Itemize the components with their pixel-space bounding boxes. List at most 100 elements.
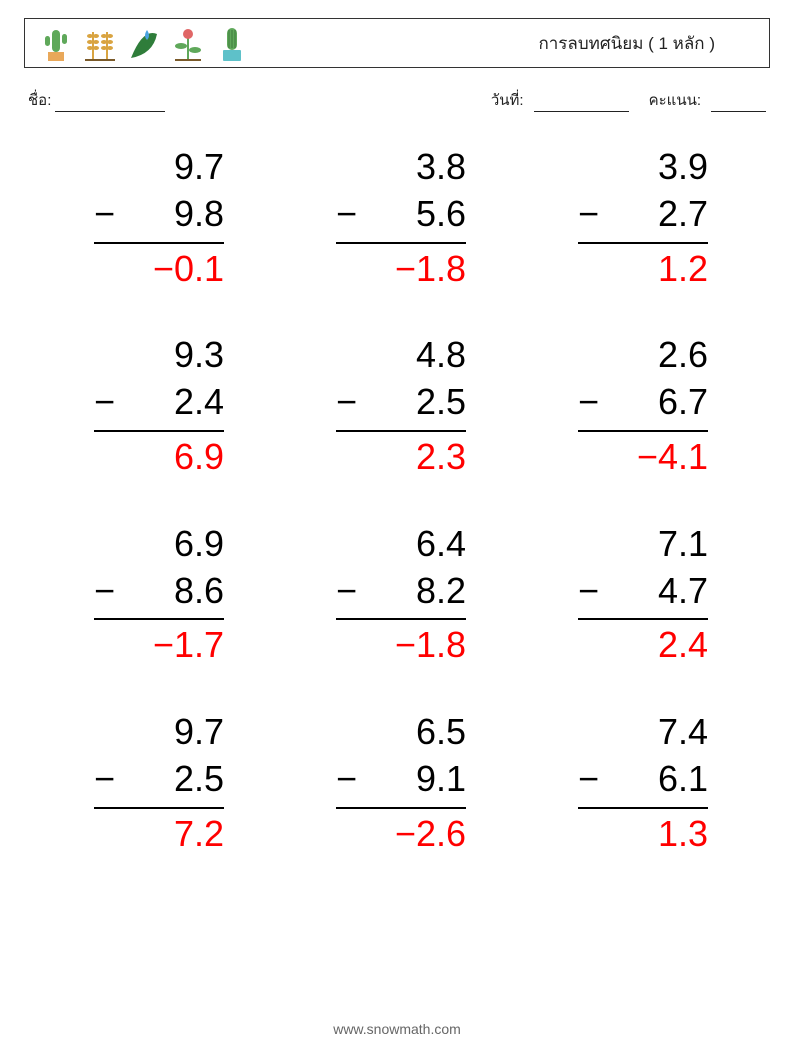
- problem: 9.7−2.5 7.2: [64, 709, 246, 857]
- subtrahend: 4.7: [606, 568, 708, 615]
- leaf-drop-icon: [127, 24, 161, 62]
- minus-sign: −: [578, 191, 606, 238]
- minus-sign: −: [94, 191, 122, 238]
- rule-line: [578, 430, 708, 432]
- minuend: 7.4: [598, 709, 708, 756]
- problem: 9.3−2.4 6.9: [64, 332, 246, 480]
- answer: −4.1: [578, 434, 708, 481]
- problem: 7.4−6.1 1.3: [548, 709, 730, 857]
- minuend: 4.8: [356, 332, 466, 379]
- minuend: 2.6: [598, 332, 708, 379]
- rule-line: [94, 618, 224, 620]
- subtrahend: 8.6: [122, 568, 224, 615]
- cactus-striped-icon: [215, 24, 249, 62]
- name-label: ชื่อ:: [28, 88, 51, 112]
- minus-sign: −: [94, 379, 122, 426]
- rule-line: [578, 618, 708, 620]
- date-blank[interactable]: [534, 95, 629, 112]
- rule-line: [336, 618, 466, 620]
- minuend: 3.8: [356, 144, 466, 191]
- problem: 9.7−9.8 −0.1: [64, 144, 246, 292]
- problem: 6.4−8.2 −1.8: [306, 521, 488, 669]
- minus-sign: −: [336, 568, 364, 615]
- subtrahend-row: −8.2: [336, 568, 466, 615]
- answer: −2.6: [336, 811, 466, 858]
- wheat-icon: [83, 24, 117, 62]
- subtrahend-row: −4.7: [578, 568, 708, 615]
- subtrahend-row: −5.6: [336, 191, 466, 238]
- answer: 6.9: [94, 434, 224, 481]
- minus-sign: −: [94, 568, 122, 615]
- minuend: 6.4: [356, 521, 466, 568]
- subtrahend: 9.8: [122, 191, 224, 238]
- rule-line: [578, 242, 708, 244]
- rule-line: [578, 807, 708, 809]
- problem: 2.6−6.7 −4.1: [548, 332, 730, 480]
- problem: 7.1−4.7 2.4: [548, 521, 730, 669]
- date-label: วันที่:: [491, 88, 524, 112]
- score-label: คะแนน:: [649, 88, 701, 112]
- worksheet-title: การลบทศนิยม ( 1 หลัก ): [538, 30, 755, 57]
- problem: 3.8−5.6 −1.8: [306, 144, 488, 292]
- answer: −1.7: [94, 622, 224, 669]
- answer: −0.1: [94, 246, 224, 293]
- rule-line: [336, 807, 466, 809]
- minuend: 3.9: [598, 144, 708, 191]
- sprout-icon: [171, 24, 205, 62]
- cactus-pot-icon: [39, 24, 73, 62]
- minus-sign: −: [94, 756, 122, 803]
- answer: −1.8: [336, 622, 466, 669]
- minus-sign: −: [578, 379, 606, 426]
- minus-sign: −: [578, 568, 606, 615]
- subtrahend-row: −6.1: [578, 756, 708, 803]
- footer-url: www.snowmath.com: [0, 1021, 794, 1037]
- problem: 4.8−2.5 2.3: [306, 332, 488, 480]
- answer: 2.4: [578, 622, 708, 669]
- score-blank[interactable]: [711, 95, 766, 112]
- subtrahend-row: −2.5: [94, 756, 224, 803]
- minus-sign: −: [336, 756, 364, 803]
- problem: 6.9−8.6 −1.7: [64, 521, 246, 669]
- header-icons: [39, 24, 249, 62]
- minuend: 7.1: [598, 521, 708, 568]
- problem: 6.5−9.1 −2.6: [306, 709, 488, 857]
- subtrahend: 2.5: [122, 756, 224, 803]
- rule-line: [94, 430, 224, 432]
- minuend: 9.7: [114, 709, 224, 756]
- rule-line: [94, 807, 224, 809]
- name-blank[interactable]: [55, 95, 165, 112]
- subtrahend: 2.7: [606, 191, 708, 238]
- answer: −1.8: [336, 246, 466, 293]
- rule-line: [94, 242, 224, 244]
- subtrahend-row: −9.1: [336, 756, 466, 803]
- meta-row: ชื่อ: วันที่: คะแนน:: [24, 88, 770, 112]
- minus-sign: −: [336, 191, 364, 238]
- subtrahend: 9.1: [364, 756, 466, 803]
- minuend: 6.5: [356, 709, 466, 756]
- minus-sign: −: [336, 379, 364, 426]
- answer: 2.3: [336, 434, 466, 481]
- subtrahend: 5.6: [364, 191, 466, 238]
- subtrahend-row: −2.4: [94, 379, 224, 426]
- problems-grid: 9.7−9.8−0.13.8−5.6−1.83.9−2.71.29.3−2.46…: [24, 144, 770, 858]
- subtrahend: 2.5: [364, 379, 466, 426]
- rule-line: [336, 430, 466, 432]
- worksheet-header: การลบทศนิยม ( 1 หลัก ): [24, 18, 770, 68]
- subtrahend: 2.4: [122, 379, 224, 426]
- subtrahend-row: −2.5: [336, 379, 466, 426]
- answer: 1.2: [578, 246, 708, 293]
- subtrahend: 8.2: [364, 568, 466, 615]
- minus-sign: −: [578, 756, 606, 803]
- answer: 1.3: [578, 811, 708, 858]
- subtrahend-row: −9.8: [94, 191, 224, 238]
- rule-line: [336, 242, 466, 244]
- minuend: 9.7: [114, 144, 224, 191]
- subtrahend: 6.7: [606, 379, 708, 426]
- minuend: 6.9: [114, 521, 224, 568]
- problem: 3.9−2.7 1.2: [548, 144, 730, 292]
- subtrahend-row: −6.7: [578, 379, 708, 426]
- subtrahend-row: −2.7: [578, 191, 708, 238]
- minuend: 9.3: [114, 332, 224, 379]
- subtrahend: 6.1: [606, 756, 708, 803]
- answer: 7.2: [94, 811, 224, 858]
